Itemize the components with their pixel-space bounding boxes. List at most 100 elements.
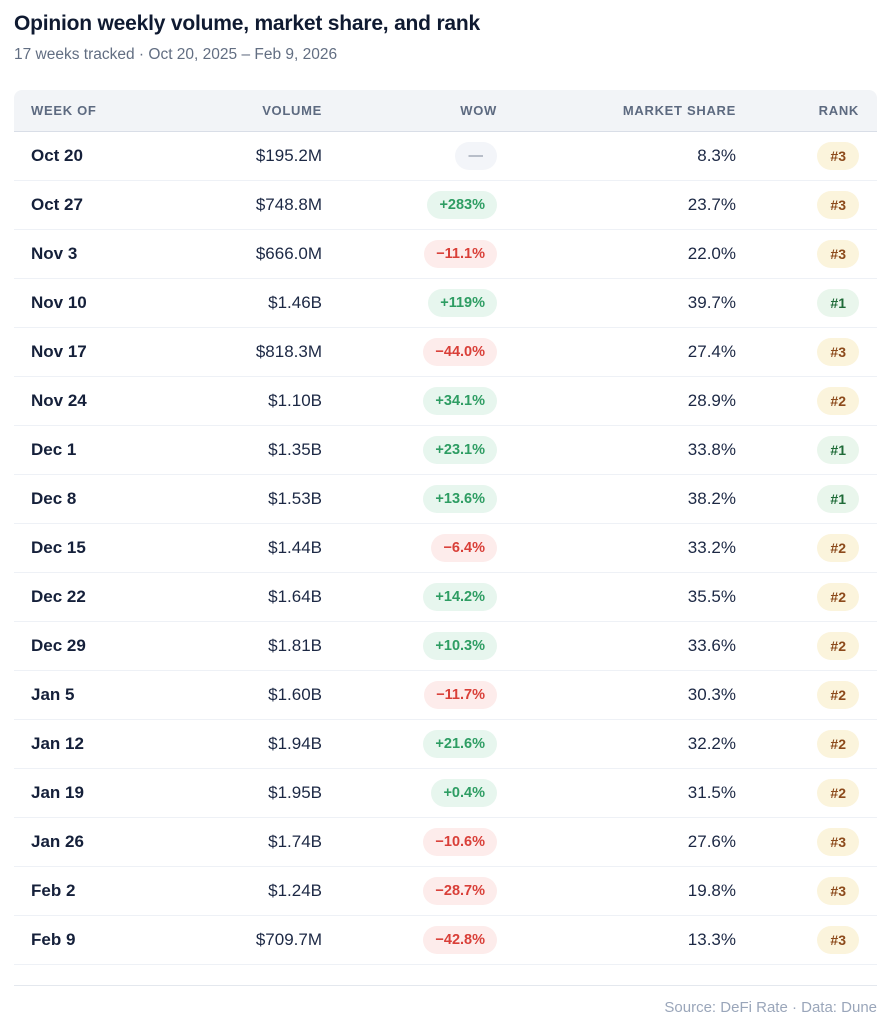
wow-cell: +119% — [322, 279, 497, 328]
rank-cell: #2 — [736, 671, 877, 720]
volume-cell: $1.44B — [184, 524, 322, 573]
rank-cell: #2 — [736, 573, 877, 622]
wow-change-badge: −44.0% — [423, 338, 497, 366]
market-share-cell: 39.7% — [497, 279, 736, 328]
table-row: Jan 26 $1.74B −10.6% 27.6% #3 — [14, 818, 877, 867]
week-cell: Feb 9 — [14, 916, 184, 965]
header-row: WEEK OF VOLUME WOW MARKET SHARE RANK — [14, 90, 877, 132]
wow-cell: +21.6% — [322, 720, 497, 769]
rank-badge: #3 — [817, 877, 859, 905]
wow-change-badge: −6.4% — [431, 534, 497, 562]
rank-cell: #3 — [736, 230, 877, 279]
volume-cell: $1.60B — [184, 671, 322, 720]
table-row: Oct 27 $748.8M +283% 23.7% #3 — [14, 181, 877, 230]
rank-badge: #3 — [817, 926, 859, 954]
page-subtitle: 17 weeks tracked · Oct 20, 2025 – Feb 9,… — [14, 46, 338, 63]
wow-change-badge: −11.7% — [424, 681, 497, 709]
col-header-rank: RANK — [736, 90, 877, 132]
wow-cell: +14.2% — [322, 573, 497, 622]
wow-cell: — — [322, 132, 497, 181]
page-title: Opinion weekly volume, market share, and… — [14, 12, 481, 35]
week-cell: Dec 8 — [14, 475, 184, 524]
table-row: Nov 10 $1.46B +119% 39.7% #1 — [14, 279, 877, 328]
wow-cell: −10.6% — [322, 818, 497, 867]
rank-cell: #3 — [736, 916, 877, 965]
wow-change-badge: −28.7% — [423, 877, 497, 905]
col-header-volume: VOLUME — [184, 90, 322, 132]
volume-cell: $1.24B — [184, 867, 322, 916]
wow-change-badge: +34.1% — [423, 387, 497, 415]
week-cell: Nov 3 — [14, 230, 184, 279]
week-cell: Dec 1 — [14, 426, 184, 475]
rank-badge: #2 — [817, 681, 859, 709]
table-row: Oct 20 $195.2M — 8.3% #3 — [14, 132, 877, 181]
wow-change-badge: +119% — [428, 289, 497, 317]
wow-cell: −28.7% — [322, 867, 497, 916]
rank-cell: #3 — [736, 328, 877, 377]
wow-cell: +283% — [322, 181, 497, 230]
market-share-cell: 38.2% — [497, 475, 736, 524]
rank-badge: #3 — [817, 191, 859, 219]
week-cell: Dec 29 — [14, 622, 184, 671]
wow-cell: +10.3% — [322, 622, 497, 671]
market-share-cell: 30.3% — [497, 671, 736, 720]
wow-cell: −42.8% — [322, 916, 497, 965]
table-row: Nov 3 $666.0M −11.1% 22.0% #3 — [14, 230, 877, 279]
market-share-cell: 22.0% — [497, 230, 736, 279]
week-cell: Nov 17 — [14, 328, 184, 377]
wow-change-badge: −11.1% — [424, 240, 497, 268]
rank-badge: #2 — [817, 779, 859, 807]
rank-cell: #2 — [736, 720, 877, 769]
col-header-week-of: WEEK OF — [14, 90, 184, 132]
volume-cell: $666.0M — [184, 230, 322, 279]
volume-cell: $818.3M — [184, 328, 322, 377]
wow-cell: −6.4% — [322, 524, 497, 573]
volume-cell: $1.53B — [184, 475, 322, 524]
week-cell: Oct 27 — [14, 181, 184, 230]
rank-badge: #2 — [817, 632, 859, 660]
wow-change-badge: +13.6% — [423, 485, 497, 513]
rank-badge: #1 — [817, 289, 859, 317]
market-share-cell: 33.8% — [497, 426, 736, 475]
table-row: Dec 29 $1.81B +10.3% 33.6% #2 — [14, 622, 877, 671]
rank-badge: #3 — [817, 142, 859, 170]
wow-cell: −11.7% — [322, 671, 497, 720]
source-attribution: Source: DeFi Rate · Data: Dune — [664, 999, 877, 1016]
wow-cell: −44.0% — [322, 328, 497, 377]
market-share-cell: 33.6% — [497, 622, 736, 671]
table-row: Dec 1 $1.35B +23.1% 33.8% #1 — [14, 426, 877, 475]
market-share-cell: 31.5% — [497, 769, 736, 818]
col-header-wow: WOW — [322, 90, 497, 132]
wow-change-badge: −42.8% — [423, 926, 497, 954]
table-row: Dec 15 $1.44B −6.4% 33.2% #2 — [14, 524, 877, 573]
volume-cell: $1.10B — [184, 377, 322, 426]
rank-cell: #2 — [736, 769, 877, 818]
rank-badge: #1 — [817, 485, 859, 513]
market-share-cell: 23.7% — [497, 181, 736, 230]
rank-badge: #2 — [817, 730, 859, 758]
table-row: Nov 24 $1.10B +34.1% 28.9% #2 — [14, 377, 877, 426]
rank-badge: #3 — [817, 240, 859, 268]
week-cell: Nov 24 — [14, 377, 184, 426]
wow-cell: +23.1% — [322, 426, 497, 475]
table-row: Dec 8 $1.53B +13.6% 38.2% #1 — [14, 475, 877, 524]
rank-cell: #2 — [736, 524, 877, 573]
wow-change-badge: +283% — [427, 191, 497, 219]
week-cell: Feb 2 — [14, 867, 184, 916]
volume-cell: $1.95B — [184, 769, 322, 818]
table-body: Oct 20 $195.2M — 8.3% #3 Oct 27 $748.8M … — [14, 132, 877, 965]
rank-badge: #2 — [817, 583, 859, 611]
rank-cell: #3 — [736, 818, 877, 867]
rank-badge: #1 — [817, 436, 859, 464]
week-cell: Jan 26 — [14, 818, 184, 867]
volume-cell: $1.94B — [184, 720, 322, 769]
market-share-cell: 28.9% — [497, 377, 736, 426]
footer-divider — [14, 985, 877, 986]
volume-cell: $1.35B — [184, 426, 322, 475]
rank-cell: #1 — [736, 475, 877, 524]
wow-change-badge: — — [454, 142, 497, 170]
volume-cell: $1.64B — [184, 573, 322, 622]
volume-cell: $1.81B — [184, 622, 322, 671]
wow-change-badge: −10.6% — [423, 828, 497, 856]
